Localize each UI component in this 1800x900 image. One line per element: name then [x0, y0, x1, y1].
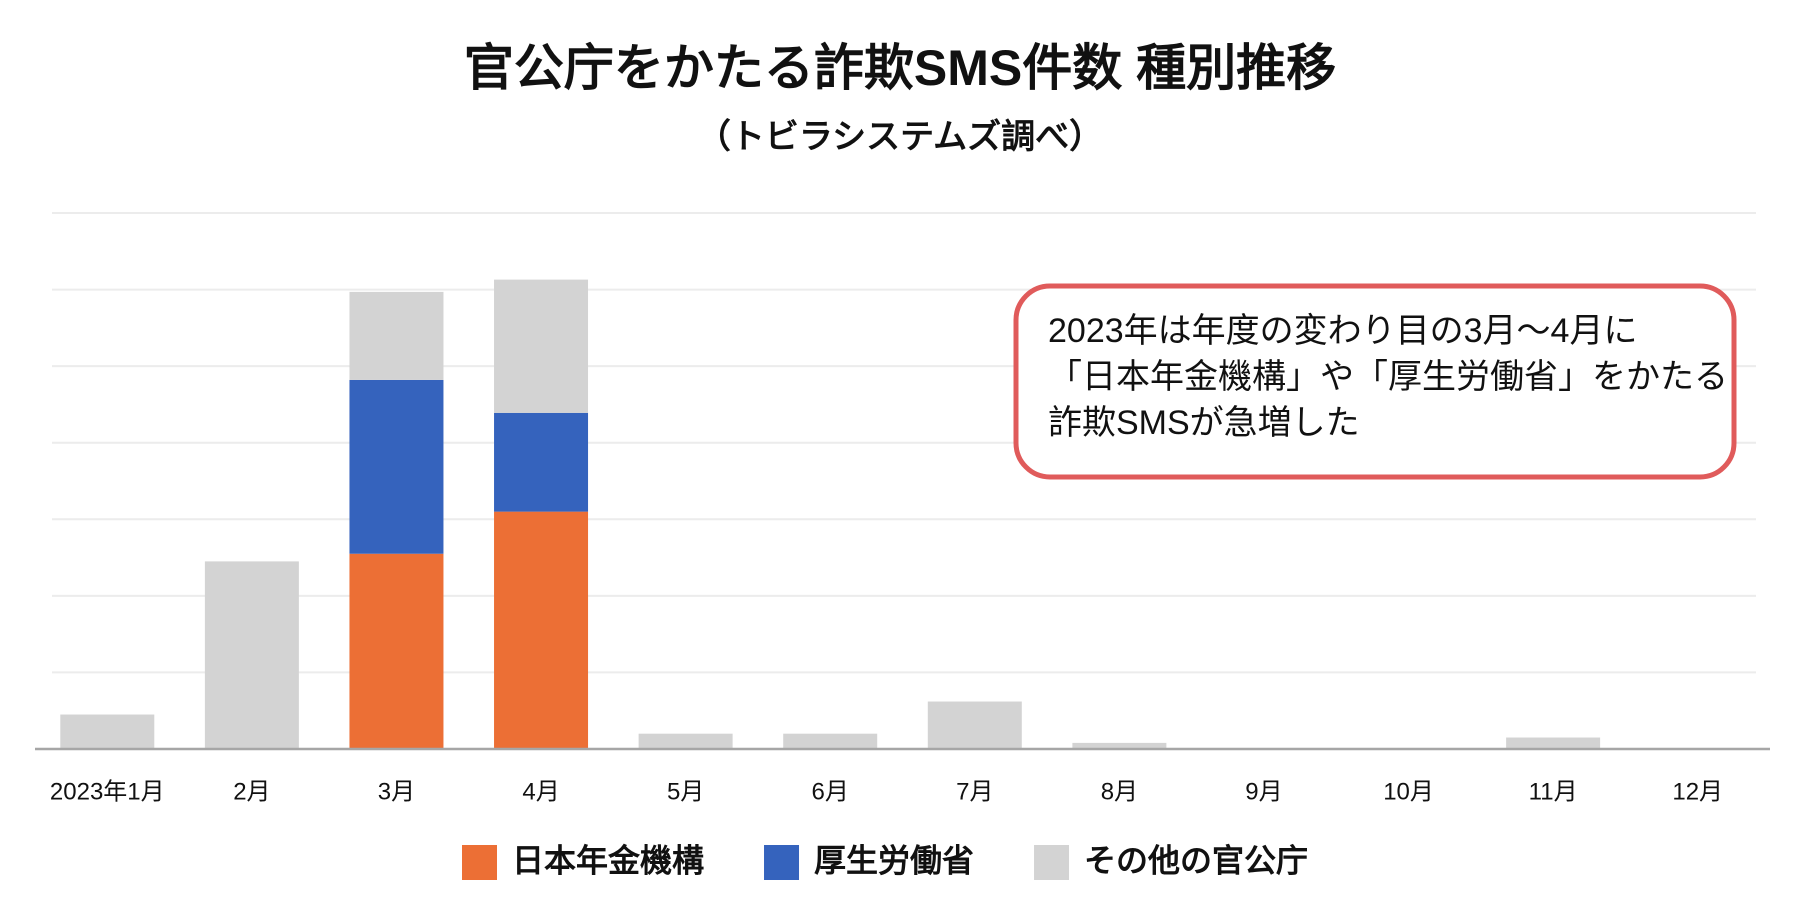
bar: [204, 561, 299, 749]
bar: [927, 701, 1022, 749]
legend-swatch: [1034, 845, 1070, 880]
chart-subtitle: （トビラシステムズ調べ）: [697, 117, 1103, 156]
x-tick-label: 2023年1月: [50, 778, 165, 805]
annotation-box: [1013, 283, 1737, 480]
legend-label: 厚生労働省: [814, 842, 974, 878]
bar: [1072, 742, 1167, 749]
x-tick-label: 7月: [956, 778, 993, 805]
x-tick-label: 8月: [1101, 778, 1138, 805]
x-tick-label: 2月: [233, 778, 270, 805]
annotation-text: 「日本年金機構」や「厚生労働省」をかたる: [1048, 358, 1728, 396]
annotation-text: 2023年は年度の変わり目の3月〜4月に: [1048, 312, 1637, 350]
bar: [1506, 737, 1601, 749]
bar: [494, 412, 589, 512]
legend-swatch: [764, 845, 800, 880]
bar: [783, 733, 878, 749]
x-tick-label: 12月: [1672, 778, 1723, 805]
bar: [494, 279, 589, 413]
legend-swatch: [462, 845, 497, 880]
bar: [349, 379, 444, 554]
bar: [349, 553, 444, 749]
x-tick-label: 6月: [812, 778, 849, 805]
bar: [349, 291, 444, 380]
x-tick-label: 5月: [667, 778, 704, 805]
bar: [494, 511, 589, 749]
x-tick-label: 11月: [1529, 778, 1578, 805]
legend-label: その他の官公庁: [1084, 842, 1308, 878]
x-tick-label: 4月: [522, 778, 559, 805]
bar: [638, 733, 733, 749]
bar: [60, 714, 155, 749]
legend-label: 日本年金機構: [512, 842, 704, 878]
annotation-text: 詐欺SMSが急増した: [1048, 404, 1360, 442]
x-tick-label: 10月: [1383, 778, 1434, 805]
x-tick-label: 3月: [378, 778, 415, 805]
chart-title: 官公庁をかたる詐欺SMS件数 種別推移: [464, 40, 1336, 96]
x-tick-label: 9月: [1245, 778, 1282, 805]
